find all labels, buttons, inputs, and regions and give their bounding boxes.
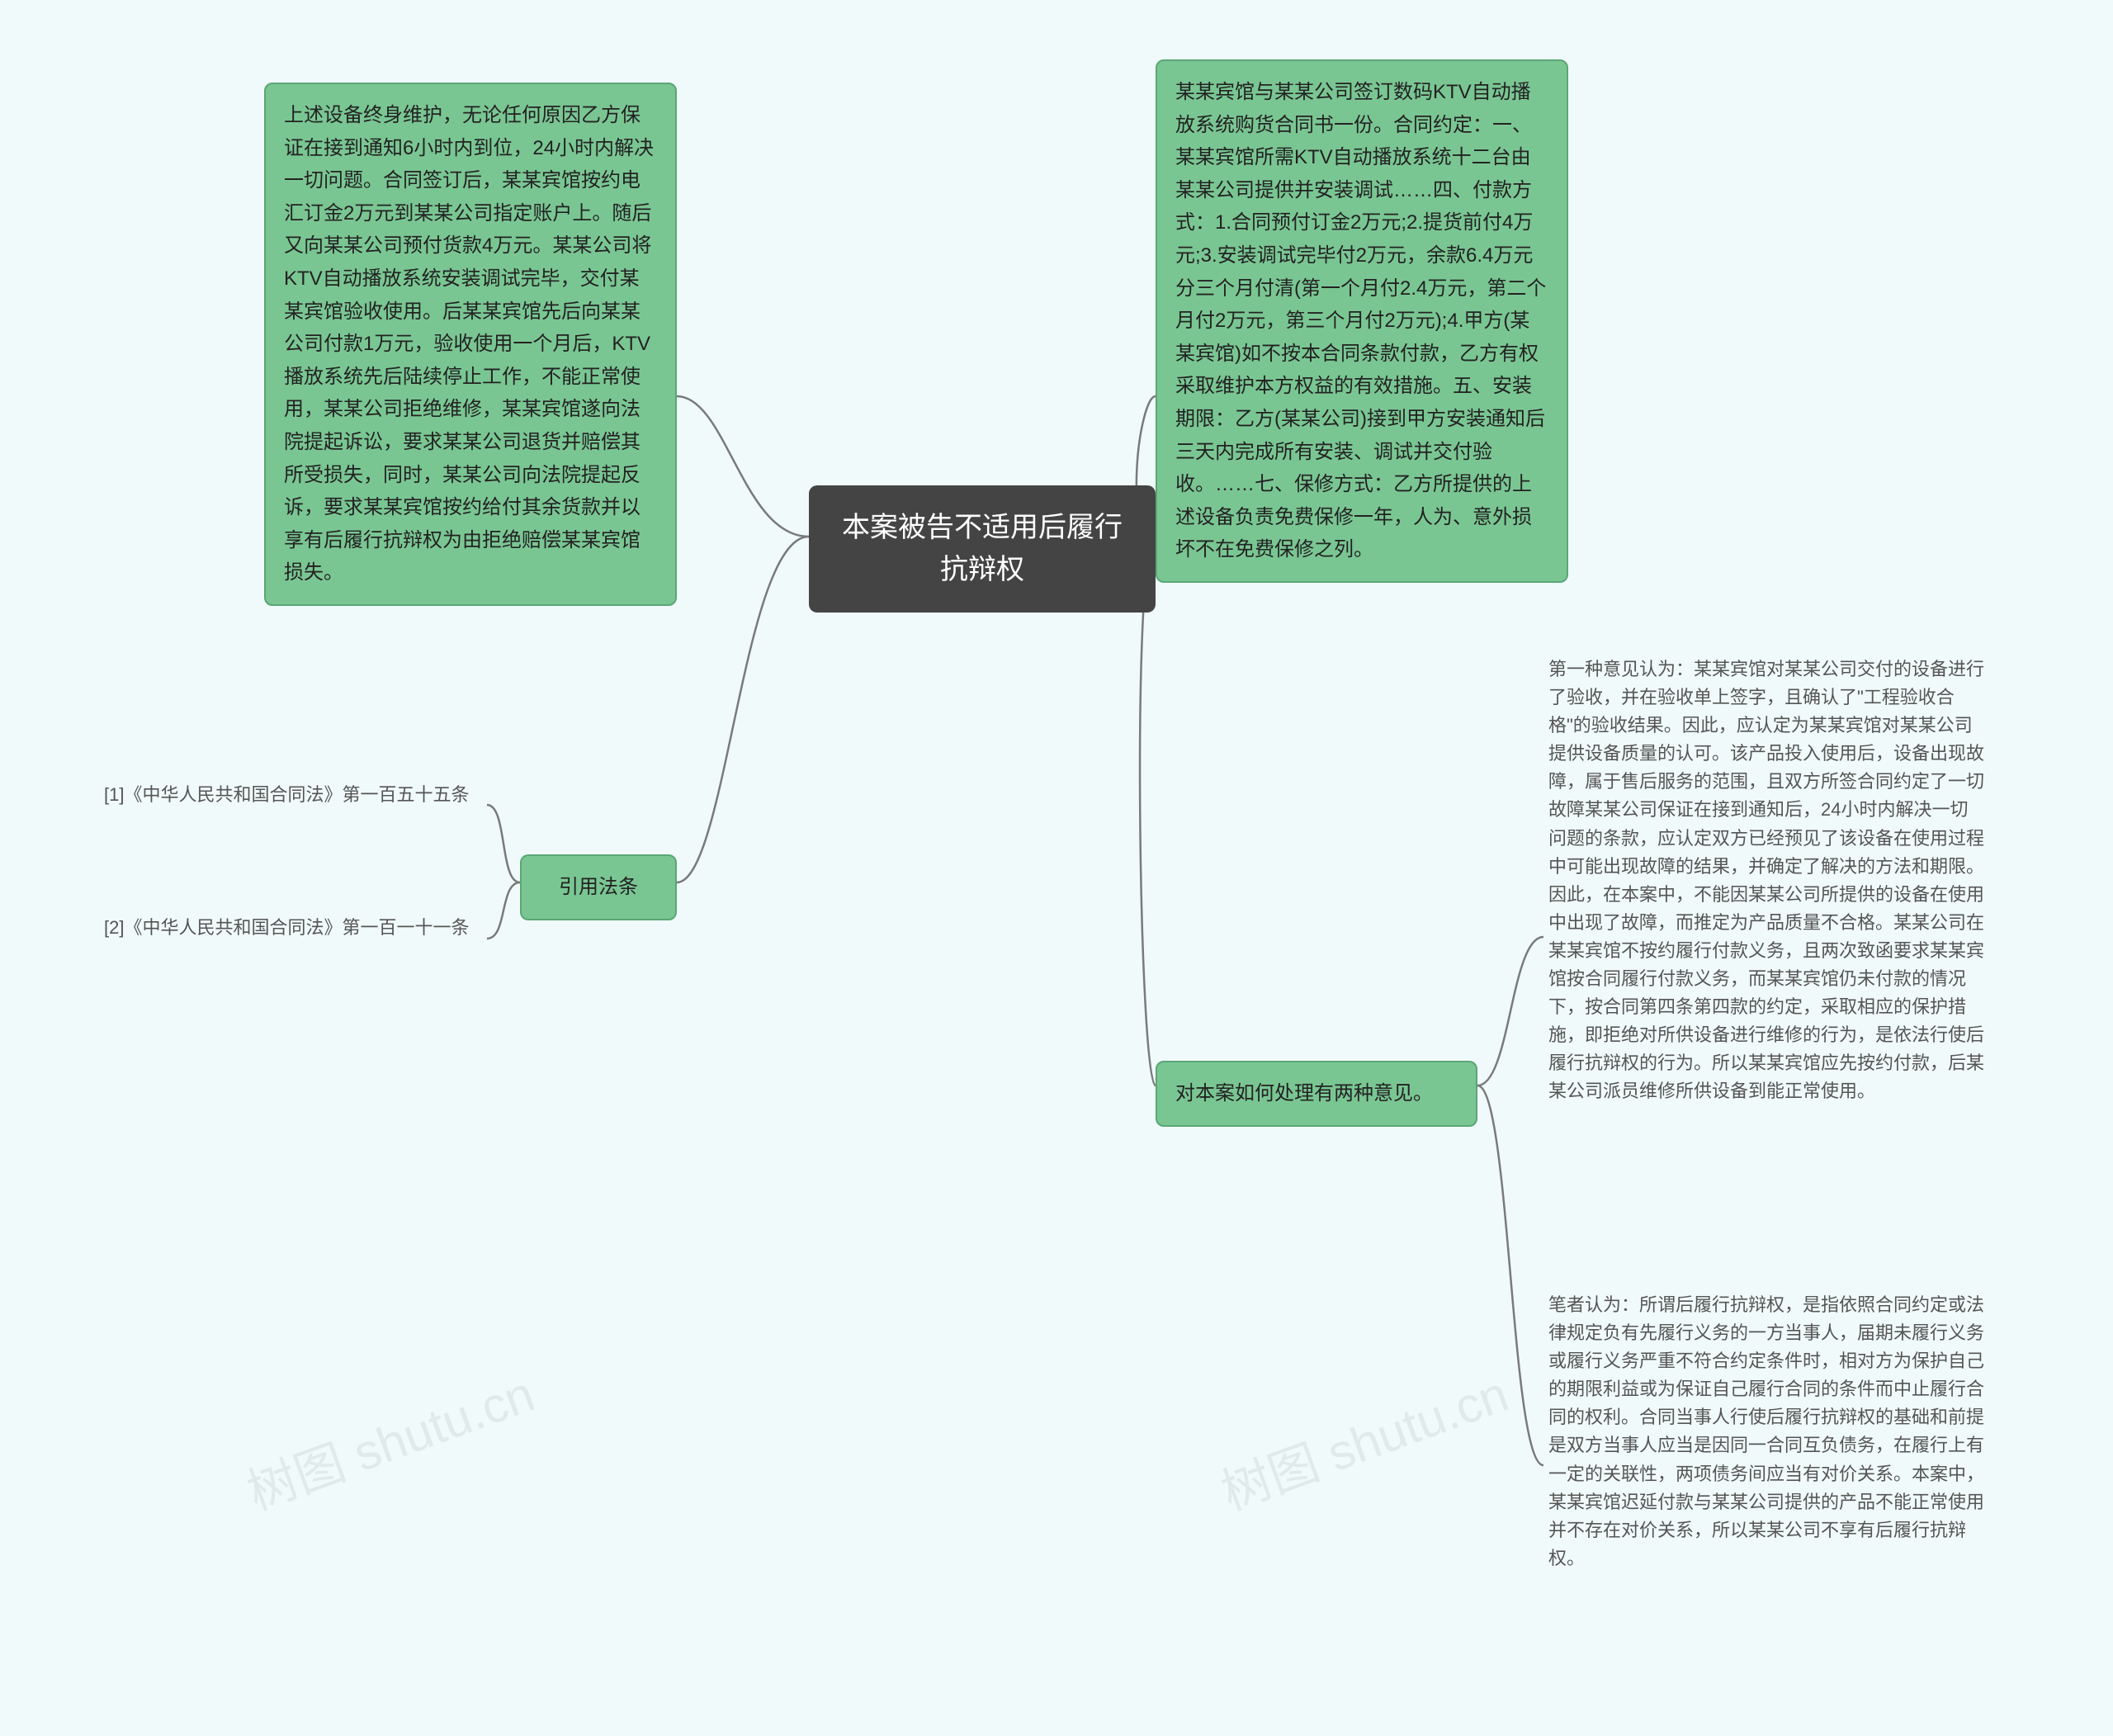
watermark-text: shutu.cn [347, 1366, 541, 1483]
law-ref-2: [2]《中华人民共和国合同法》第一百一十一条 [99, 911, 487, 945]
right-contract-node[interactable]: 某某宾馆与某某公司签订数码KTV自动播放系统购货合同书一份。合同约定：一、某某宾… [1156, 59, 1568, 583]
right-contract-text: 某某宾馆与某某公司签订数码KTV自动播放系统购货合同书一份。合同约定：一、某某宾… [1175, 81, 1546, 561]
left-detail-text: 上述设备终身维护，无论任何原因乙方保证在接到通知6小时内到位，24小时内解决一切… [284, 104, 654, 584]
watermark: 树图 shutu.cn [1210, 1354, 1516, 1524]
center-text: 本案被告不适用后履行抗辩权 [842, 512, 1123, 585]
law-ref-1: [1]《中华人民共和国合同法》第一百五十五条 [99, 778, 487, 812]
two-opinions-label: 对本案如何处理有两种意见。 [1175, 1082, 1433, 1105]
watermark-text: shutu.cn [1321, 1366, 1515, 1483]
law-ref-1-text: [1]《中华人民共和国合同法》第一百五十五条 [104, 784, 469, 805]
opinion-2-text: 笔者认为：所谓后履行抗辩权，是指依照合同约定或法律规定负有先履行义务的一方当事人… [1548, 1294, 1984, 1568]
left-detail-node[interactable]: 上述设备终身维护，无论任何原因乙方保证在接到通知6小时内到位，24小时内解决一切… [264, 83, 677, 606]
watermark-prefix: 树图 [240, 1430, 365, 1521]
law-refs-node[interactable]: 引用法条 [520, 854, 677, 920]
two-opinions-node[interactable]: 对本案如何处理有两种意见。 [1156, 1061, 1477, 1127]
law-ref-2-text: [2]《中华人民共和国合同法》第一百一十一条 [104, 917, 469, 938]
watermark: 树图 shutu.cn [236, 1354, 542, 1524]
law-refs-label: 引用法条 [559, 876, 638, 898]
center-node[interactable]: 本案被告不适用后履行抗辩权 [809, 485, 1156, 613]
watermark-prefix: 树图 [1214, 1430, 1339, 1521]
opinion-1-text: 第一种意见认为：某某宾馆对某某公司交付的设备进行了验收，并在验收单上签字，且确认… [1548, 659, 1984, 1101]
opinion-1: 第一种意见认为：某某宾馆对某某公司交付的设备进行了验收，并在验收单上签字，且确认… [1543, 652, 1989, 1109]
opinion-2: 笔者认为：所谓后履行抗辩权，是指依照合同约定或法律规定负有先履行义务的一方当事人… [1543, 1288, 1989, 1576]
